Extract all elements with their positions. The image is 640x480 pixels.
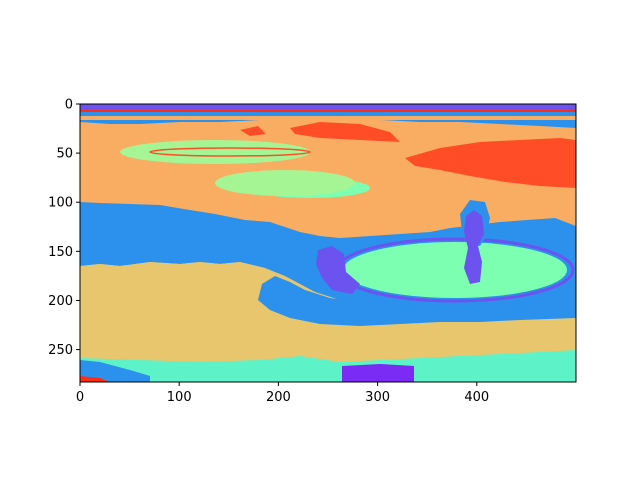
region-cyan-bottom-strip [80, 350, 576, 382]
y-tick-label: 250 [48, 343, 73, 358]
region-red-top-line [80, 110, 576, 112]
x-tick-label: 0 [76, 390, 84, 405]
region-violet-top-edge [80, 104, 576, 110]
region-red-orange-left [240, 126, 266, 136]
region-red-orange-right [405, 138, 576, 188]
y-axis: 0 50 100 150 200 250 [48, 98, 80, 358]
heatmap-image [80, 104, 576, 382]
region-red-line [149, 147, 311, 157]
region-blue-shore [258, 276, 576, 326]
region-red-bottom-left [80, 376, 110, 382]
region-violet-bottom [342, 364, 414, 382]
y-tick-label: 150 [48, 245, 73, 260]
y-tick-label: 100 [48, 196, 73, 211]
region-mint-pool-right [343, 242, 567, 298]
region-sand-upper-left [80, 262, 576, 382]
region-blue-bottom-left [80, 360, 150, 382]
x-tick-label: 400 [464, 390, 489, 405]
region-red-orange-top [290, 122, 400, 142]
x-axis: 0 100 200 300 400 [76, 382, 489, 405]
region-orange-top-band [80, 116, 576, 120]
region-violet-figure [464, 210, 484, 284]
x-tick-label: 200 [266, 390, 291, 405]
x-tick-label: 100 [167, 390, 192, 405]
y-tick-label: 0 [65, 98, 73, 113]
plot-frame [79, 103, 577, 383]
region-lightgreen-top-left [120, 140, 310, 164]
y-tick-label: 50 [56, 147, 73, 162]
region-violet-rock [316, 246, 360, 294]
y-tick-label: 200 [48, 294, 73, 309]
region-lightgreen-mid [215, 170, 355, 196]
x-tick-label: 300 [365, 390, 390, 405]
